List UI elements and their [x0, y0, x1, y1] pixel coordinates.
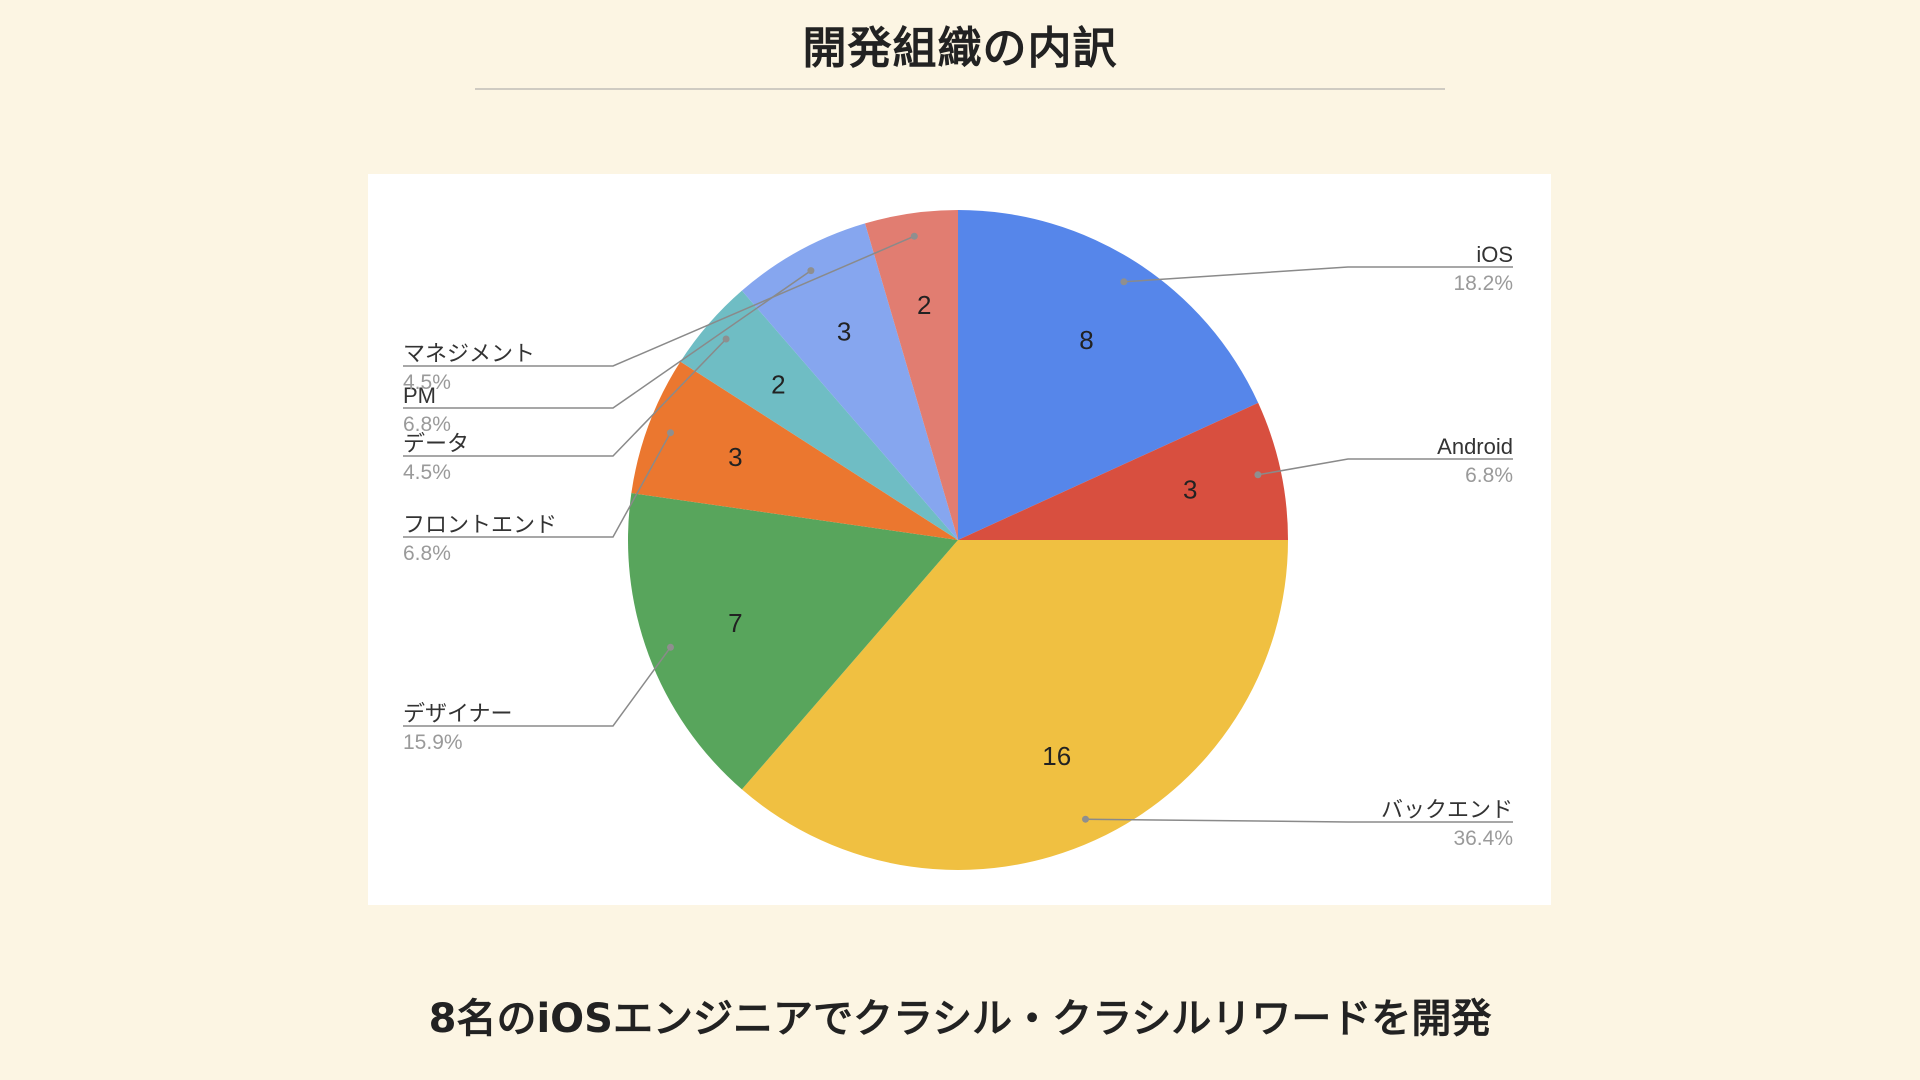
pie-chart: 8 3 16 7 3 2 3 2 iOS 18.2% Android 6.8% バックエンド 36.4%…: [403, 210, 1513, 870]
callout-label-pm: PM: [403, 383, 436, 408]
value-label-ios: 8: [1079, 325, 1093, 355]
pie-value-labels: 8 3 16 7 3 2 3 2: [728, 290, 1197, 771]
value-label-slice-8: 2: [917, 290, 931, 320]
value-label-slice-6: 2: [771, 369, 785, 399]
value-label-pm: 3: [837, 317, 851, 347]
value-label-slice-5: 3: [728, 442, 742, 472]
leader-dot-slice-4: [667, 643, 674, 651]
callout-percent-slice-6: 4.5%: [403, 461, 451, 484]
callout-label-slice-8: マネジメント: [403, 341, 535, 366]
pie-slice-ios: [958, 210, 1259, 540]
callout-percent-pm: 6.8%: [403, 413, 451, 436]
leader-line-ios: [1123, 266, 1513, 283]
leader-line-slice-6: [403, 338, 727, 457]
callout-label-slice-5: フロントエンド: [403, 512, 557, 537]
value-label-android: 3: [1183, 475, 1197, 505]
leader-dot-slice-3: [1082, 815, 1089, 823]
leader-line-slice-5: [403, 432, 672, 538]
callout-percent-ios: 18.2%: [1453, 272, 1513, 295]
pie-slice-slice-6: [680, 290, 958, 540]
leader-line-android: [1257, 458, 1513, 476]
leader-line-slice-4: [403, 646, 672, 727]
value-label-slice-3: 16: [1042, 741, 1071, 771]
pie-slice-slice-4: [628, 493, 958, 790]
pie-callouts: iOS 18.2% Android 6.8% バックエンド 36.4% デザイナー 15.9%…: [403, 242, 1513, 850]
callout-percent-android: 6.8%: [1465, 464, 1513, 487]
leader-dot-android: [1254, 471, 1262, 479]
callout-label-android: Android: [1437, 434, 1513, 459]
pie-slice-slice-8: [865, 210, 958, 540]
leader-dot-slice-6: [722, 335, 730, 343]
value-label-slice-4: 7: [728, 608, 742, 638]
callout-label-slice-6: データ: [403, 431, 469, 456]
leader-dot-pm: [807, 267, 815, 275]
pie-leader-lines: [403, 232, 1513, 823]
pie-slice-slice-5: [631, 361, 958, 540]
callout-label-ios: iOS: [1476, 242, 1513, 267]
chart-card: 8 3 16 7 3 2 3 2 iOS 18.2% Android 6.8% バックエンド 36.4%…: [368, 174, 1551, 905]
leader-line-slice-3: [1085, 818, 1513, 823]
title-divider: [475, 88, 1445, 90]
slide-title: 開発組織の内訳: [802, 23, 1118, 74]
pie-slices: [628, 210, 1288, 870]
slide-caption: 8名のiOSエンジニアでクラシル・クラシルリワードを開発: [428, 996, 1492, 1042]
leader-dot-slice-5: [667, 429, 674, 437]
leader-line-slice-8: [403, 235, 915, 367]
pie-slice-android: [958, 402, 1288, 540]
callout-percent-slice-4: 15.9%: [403, 731, 463, 754]
callout-label-slice-3: バックエンド: [1381, 797, 1513, 822]
callout-label-slice-4: デザイナー: [403, 701, 513, 726]
callout-percent-slice-8: 4.5%: [403, 371, 451, 394]
leader-dot-slice-8: [910, 232, 918, 240]
callout-percent-slice-5: 6.8%: [403, 542, 451, 565]
pie-slice-pm: [741, 223, 958, 540]
leader-line-pm: [403, 269, 812, 409]
leader-dot-ios: [1120, 278, 1128, 286]
pie-slice-slice-3: [741, 540, 1288, 870]
callout-percent-slice-3: 36.4%: [1453, 827, 1513, 850]
